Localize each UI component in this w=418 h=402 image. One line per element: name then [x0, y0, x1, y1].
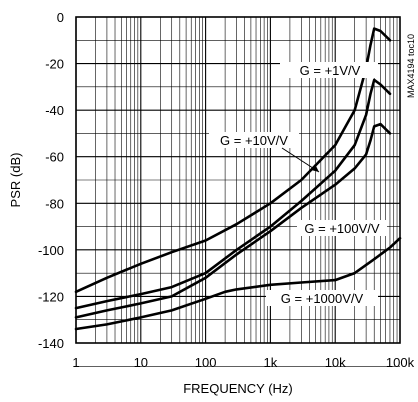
y-tick-label: 0: [57, 10, 64, 25]
plot-frame: [75, 16, 401, 344]
series-label-g4: G = +1000V/V: [281, 291, 364, 306]
y-tick-label: -40: [45, 103, 64, 118]
series-line-4: [74, 236, 402, 331]
label-bg-g4: [266, 290, 378, 306]
y-tick-label: -80: [45, 196, 64, 211]
label-arrowhead-g2: [311, 164, 319, 172]
y-tick-label: -120: [38, 289, 64, 304]
series-lines: [74, 27, 402, 331]
series-line-1: [74, 27, 392, 294]
series-labels: G = +1V/V G = +10V/V G = +100V/V G = +10…: [209, 62, 387, 306]
label-bg-g3: [297, 220, 387, 236]
label-bg-g2: [209, 132, 299, 148]
x-tick-label: 100: [195, 355, 217, 370]
label-bg-g1: [280, 62, 378, 78]
series-line-3: [74, 122, 392, 319]
y-tick-label: -140: [38, 336, 64, 351]
tick-labels: 1 10 100 1k 10k 100k 0 -20 -40 -60 -80 -100 -120 -140: [38, 10, 415, 370]
y-tick-label: -100: [38, 243, 64, 258]
x-axis-title: FREQUENCY (Hz): [183, 381, 293, 396]
x-tick-label: 1k: [264, 355, 278, 370]
x-tick-label: 10: [134, 355, 148, 370]
figure-code: MAX4194 toc10: [406, 34, 416, 98]
x-tick-label: 1: [72, 355, 79, 370]
series-label-g1: G = +1V/V: [300, 63, 361, 78]
series-line-2: [74, 78, 392, 310]
x-tick-label: 10k: [325, 355, 346, 370]
series-label-g3: G = +100V/V: [304, 221, 379, 236]
y-tick-label: -60: [45, 150, 64, 165]
y-tick-label: -20: [45, 57, 64, 72]
y-axis-title: PSR (dB): [8, 153, 23, 208]
x-tick-label: 100k: [386, 355, 415, 370]
series-label-g2: G = +10V/V: [220, 133, 288, 148]
